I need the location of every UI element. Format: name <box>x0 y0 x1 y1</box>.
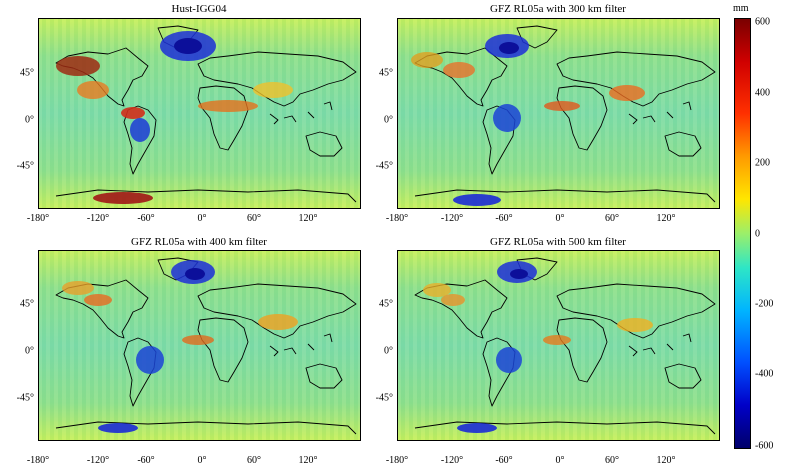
map-panel-hust-igg04 <box>38 18 361 209</box>
y-tick-45-p4: 45° <box>379 298 393 310</box>
x-tick-m180-p4: -180° <box>385 455 409 466</box>
anomaly-overlay-4 <box>423 261 653 433</box>
map-panel-gfz-500km <box>397 250 720 441</box>
map-plot-area <box>38 18 361 209</box>
map-plot-area <box>38 250 361 441</box>
x-tick-m60-p3: -60° <box>137 455 155 466</box>
y-tick-0-p3: 0° <box>25 345 34 357</box>
panel-title-3: GFZ RL05a with 400 km filter <box>131 236 267 248</box>
x-tick-120-p4: 120° <box>656 455 676 466</box>
colorbar-label-200: 200 <box>755 157 770 169</box>
x-tick-0-p3: 0° <box>197 455 207 466</box>
x-tick-m120-p1: -120° <box>86 213 110 224</box>
panel-title-1: Hust-IGG04 <box>171 3 227 15</box>
colorbar-label-600: 600 <box>755 16 770 28</box>
y-tick-0-p1: 0° <box>25 114 34 126</box>
x-tick-120-p2: 120° <box>656 213 676 224</box>
panel-title-2: GFZ RL05a with 300 km filter <box>490 3 626 15</box>
panel-title-4: GFZ RL05a with 500 km filter <box>490 236 626 248</box>
map-plot-area <box>397 250 720 441</box>
y-tick-m45-p3: -45° <box>16 392 34 404</box>
y-tick-45-p1: 45° <box>20 67 34 79</box>
colorbar-label-m400: -400 <box>755 368 774 380</box>
y-tick-0-p2: 0° <box>384 114 393 126</box>
y-tick-45-p2: 45° <box>379 67 393 79</box>
x-tick-m180-p2: -180° <box>385 213 409 224</box>
anomaly-overlay-3 <box>62 260 298 433</box>
x-tick-m60-p2: -60° <box>495 213 513 224</box>
colorbar-label-0: 0 <box>755 228 760 240</box>
x-tick-m60-p4: -60° <box>495 455 513 466</box>
colorbar <box>734 18 751 449</box>
x-tick-60-p3: 60° <box>247 455 261 466</box>
anomaly-overlay-2 <box>411 34 645 206</box>
colorbar-unit-label: mm <box>733 3 749 14</box>
x-tick-120-p3: 120° <box>298 455 318 466</box>
y-tick-45-p3: 45° <box>20 298 34 310</box>
x-tick-m120-p3: -120° <box>86 455 110 466</box>
map-panel-gfz-400km <box>38 250 361 441</box>
map-panel-gfz-300km <box>397 18 720 209</box>
y-tick-0-p4: 0° <box>384 345 393 357</box>
x-tick-m120-p4: -120° <box>440 455 464 466</box>
x-tick-m120-p2: -120° <box>440 213 464 224</box>
x-tick-m60-p1: -60° <box>137 213 155 224</box>
x-tick-0-p2: 0° <box>555 213 565 224</box>
y-tick-m45-p2: -45° <box>375 160 393 172</box>
colorbar-label-m600: -600 <box>755 440 774 452</box>
x-tick-0-p1: 0° <box>197 213 207 224</box>
colorbar-label-400: 400 <box>755 87 770 99</box>
x-tick-m180-p3: -180° <box>26 455 50 466</box>
y-tick-m45-p4: -45° <box>375 392 393 404</box>
x-tick-60-p1: 60° <box>247 213 261 224</box>
x-tick-60-p2: 60° <box>605 213 619 224</box>
x-tick-120-p1: 120° <box>298 213 318 224</box>
map-plot-area <box>397 18 720 209</box>
x-tick-0-p4: 0° <box>555 455 565 466</box>
x-tick-m180-p1: -180° <box>26 213 50 224</box>
colorbar-label-m200: -200 <box>755 298 774 310</box>
anomaly-overlay-1 <box>56 31 293 204</box>
y-tick-m45-p1: -45° <box>16 160 34 172</box>
x-tick-60-p4: 60° <box>605 455 619 466</box>
